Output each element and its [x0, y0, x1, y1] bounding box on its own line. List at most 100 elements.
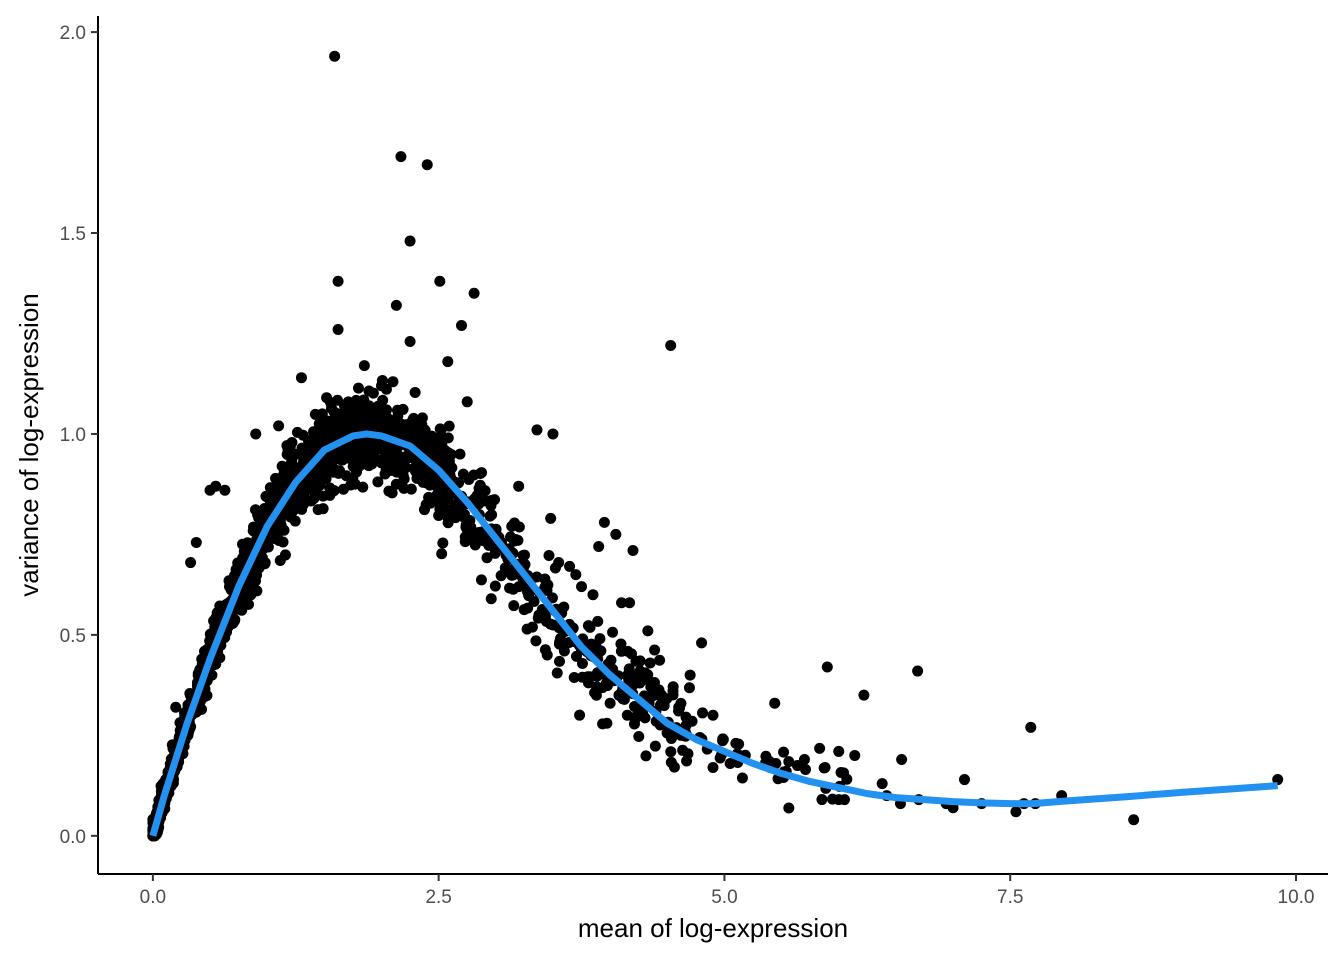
data-point	[274, 554, 286, 566]
data-point	[632, 704, 644, 716]
data-point	[518, 604, 530, 616]
data-point	[604, 697, 616, 709]
data-point	[607, 626, 619, 638]
data-point	[504, 582, 516, 594]
data-point	[476, 467, 488, 479]
data-point	[253, 562, 265, 574]
data-point	[354, 422, 366, 434]
data-point	[409, 386, 421, 398]
data-point	[707, 762, 719, 773]
x-tick-label: 10.0	[1278, 887, 1315, 908]
x-tick-label: 7.5	[997, 887, 1023, 908]
data-point	[841, 773, 853, 785]
data-point	[665, 746, 677, 758]
data-point	[387, 376, 399, 388]
data-point	[640, 674, 652, 686]
y-tick-label: 0.0	[60, 827, 86, 848]
data-point	[423, 443, 435, 455]
data-point	[464, 527, 476, 539]
data-point	[436, 548, 448, 560]
data-point	[445, 448, 457, 460]
data-point	[576, 671, 588, 683]
data-point	[696, 637, 708, 649]
data-point	[170, 701, 182, 713]
data-point	[457, 468, 469, 480]
data-point	[327, 466, 339, 478]
data-point	[760, 750, 772, 762]
x-axis-ticks: 0.0 2.5 5.0 7.5 10.0	[140, 874, 1315, 908]
data-point	[530, 635, 542, 647]
data-point	[404, 336, 416, 348]
data-point	[814, 742, 826, 754]
data-point	[667, 685, 679, 697]
data-point	[591, 670, 603, 682]
data-point	[454, 500, 466, 512]
data-point	[468, 287, 480, 299]
data-point	[621, 709, 633, 721]
data-point	[510, 533, 522, 545]
data-point	[591, 681, 603, 693]
data-point	[390, 413, 402, 425]
data-point	[896, 753, 908, 765]
data-point	[342, 401, 354, 413]
data-point	[355, 453, 367, 465]
data-point	[610, 528, 622, 540]
data-point	[570, 569, 582, 581]
data-point	[598, 516, 610, 528]
data-point	[433, 494, 445, 506]
data-point	[833, 794, 845, 806]
data-point	[434, 275, 446, 287]
data-point	[502, 565, 514, 577]
x-tick-label: 2.5	[425, 887, 451, 908]
data-point	[627, 544, 639, 556]
data-point	[654, 654, 666, 666]
data-point	[521, 623, 533, 635]
data-point	[551, 667, 563, 679]
data-point	[377, 394, 389, 406]
data-point	[656, 689, 668, 701]
data-point	[558, 645, 570, 657]
data-point	[317, 434, 329, 446]
data-point	[236, 604, 248, 616]
data-point	[816, 794, 828, 806]
data-point	[401, 419, 413, 431]
data-point	[250, 428, 262, 440]
y-axis-title: variance of log-expression	[14, 293, 44, 597]
data-point	[478, 484, 490, 496]
data-point	[593, 540, 605, 552]
data-point	[329, 50, 341, 62]
data-point	[312, 504, 324, 516]
data-point	[434, 503, 446, 515]
data-point	[404, 235, 416, 247]
trend-line	[149, 430, 1278, 837]
data-point	[456, 319, 468, 331]
data-point	[665, 340, 677, 352]
data-point	[309, 408, 321, 420]
data-point	[547, 428, 559, 440]
data-point	[249, 575, 261, 587]
x-tick-label: 5.0	[711, 887, 737, 908]
data-point	[360, 400, 372, 412]
data-point	[858, 689, 870, 701]
data-point	[210, 480, 222, 492]
data-point	[442, 356, 454, 368]
data-point	[357, 481, 369, 493]
data-point	[375, 380, 387, 392]
data-point	[624, 597, 636, 609]
data-point	[273, 420, 285, 432]
data-point	[1010, 806, 1022, 818]
data-point	[270, 472, 282, 484]
data-point	[435, 481, 447, 493]
data-point	[475, 574, 487, 586]
y-tick-label: 1.5	[60, 224, 86, 245]
data-point	[485, 500, 497, 512]
data-point	[395, 151, 407, 163]
data-point	[345, 479, 357, 491]
data-point	[849, 749, 861, 761]
data-point	[673, 701, 685, 713]
data-point	[276, 460, 288, 472]
data-point	[414, 424, 426, 436]
data-point	[481, 535, 493, 547]
x-axis-title: mean of log-expression	[578, 913, 848, 943]
data-point	[300, 484, 312, 496]
